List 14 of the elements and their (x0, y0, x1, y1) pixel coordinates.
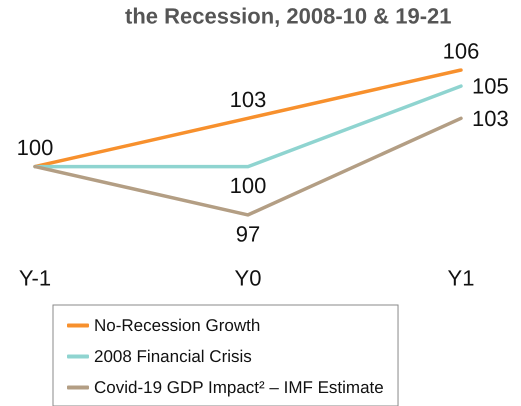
x-tick-label: Y1 (448, 266, 474, 290)
legend-label: No-Recession Growth (94, 316, 260, 335)
data-label: 106 (442, 38, 480, 64)
x-tick-label: Y0 (234, 266, 262, 290)
legend-label: 2008 Financial Crisis (94, 347, 252, 366)
data-label: 100 (230, 173, 266, 198)
legend-label: Covid-19 GDP Impact² – IMF Estimate (94, 378, 384, 397)
data-label: 100 (16, 135, 54, 160)
chart-title: the Recession, 2008-10 & 19-21 (125, 4, 452, 28)
data-label: 103 (472, 106, 509, 131)
data-label: 103 (230, 86, 266, 112)
data-label: 97 (236, 221, 260, 246)
x-tick-label: Y-1 (18, 266, 52, 290)
data-label: 105 (472, 74, 509, 99)
